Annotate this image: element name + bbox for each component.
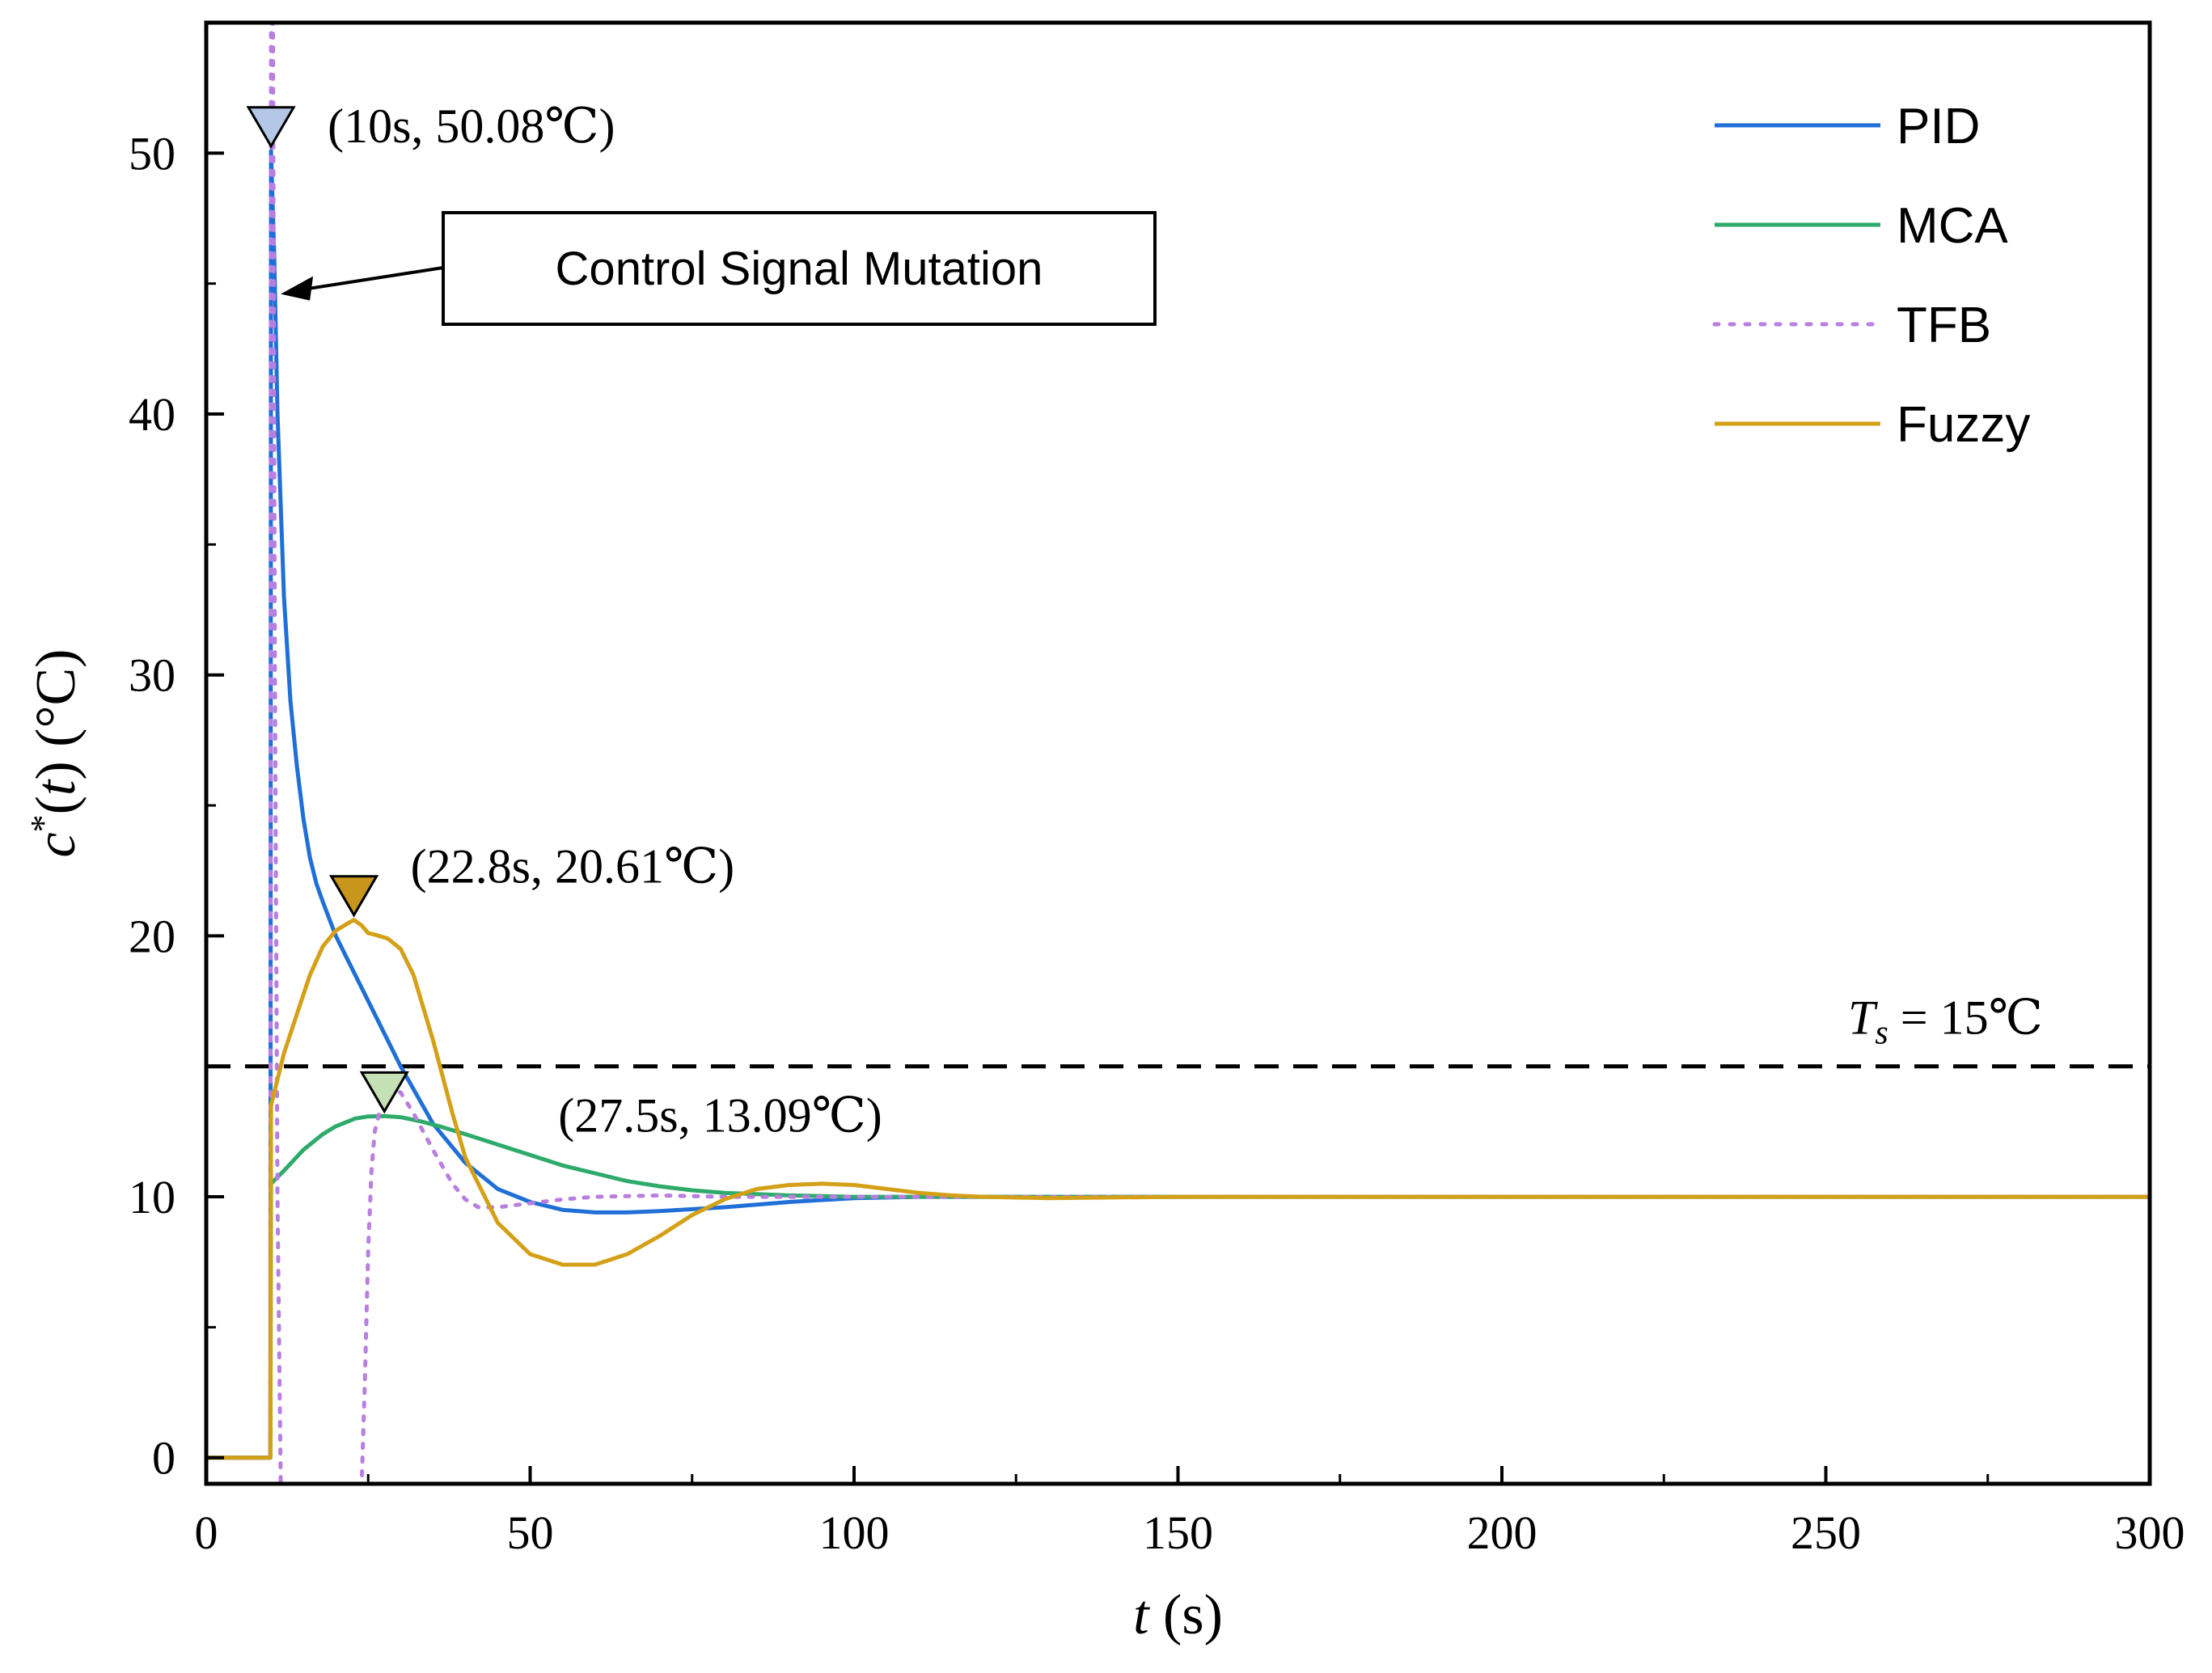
y-tick-label: 0 (152, 1432, 176, 1485)
y-tick-label: 30 (129, 649, 176, 702)
peak-marker (329, 875, 379, 918)
series-line-mca (206, 1113, 2150, 1460)
legend-label: PID (1897, 99, 1980, 154)
x-tick-label: 0 (195, 1506, 218, 1559)
legend-label: MCA (1897, 198, 2008, 254)
peak-label: (10s, 50.08℃) (328, 99, 615, 153)
y-tick-label: 50 (129, 127, 176, 180)
series-line-pid (206, 149, 2150, 1460)
legend-label: TFB (1897, 298, 1991, 353)
setpoint-label: Ts = 15℃ (1848, 991, 2043, 1052)
x-tick-label: 150 (1143, 1506, 1213, 1559)
peak-label: (27.5s, 13.09℃) (558, 1088, 882, 1142)
callout-text: Control Signal Mutation (556, 243, 1043, 295)
x-tick-label: 250 (1791, 1506, 1861, 1559)
series-line-fuzzy (206, 918, 2150, 1460)
y-axis-title: c*(t) (°C) (23, 649, 88, 858)
x-tick-label: 300 (2115, 1506, 2185, 1559)
y-tick-label: 20 (129, 910, 176, 962)
x-tick-label: 200 (1467, 1506, 1537, 1559)
peak-marker (359, 1071, 409, 1114)
callout-box (442, 211, 1157, 326)
y-tick-label: 40 (129, 388, 176, 441)
callout-arrowhead (281, 276, 314, 301)
control-signal-mutation-callout: Control Signal Mutation (281, 211, 1157, 326)
peak-marker (246, 106, 296, 149)
marker-layer: (10s, 50.08℃) (22.8s, 20.61℃) (27.5s, 13.0… (246, 99, 882, 1142)
callout-arrow (304, 266, 444, 291)
peak-label: (22.8s, 20.61℃) (411, 840, 734, 894)
x-tick-label: 50 (507, 1506, 554, 1559)
legend: PID MCA TFB Fuzzy (1712, 99, 2030, 453)
axis-layer: 0 50 100 150 200 250 300 0 10 20 30 40 50 (129, 21, 2185, 1559)
y-tick-label: 10 (129, 1171, 176, 1223)
legend-label: Fuzzy (1897, 397, 2030, 453)
x-tick-label: 100 (819, 1506, 890, 1559)
x-axis-title: t (s) (1133, 1584, 1223, 1646)
